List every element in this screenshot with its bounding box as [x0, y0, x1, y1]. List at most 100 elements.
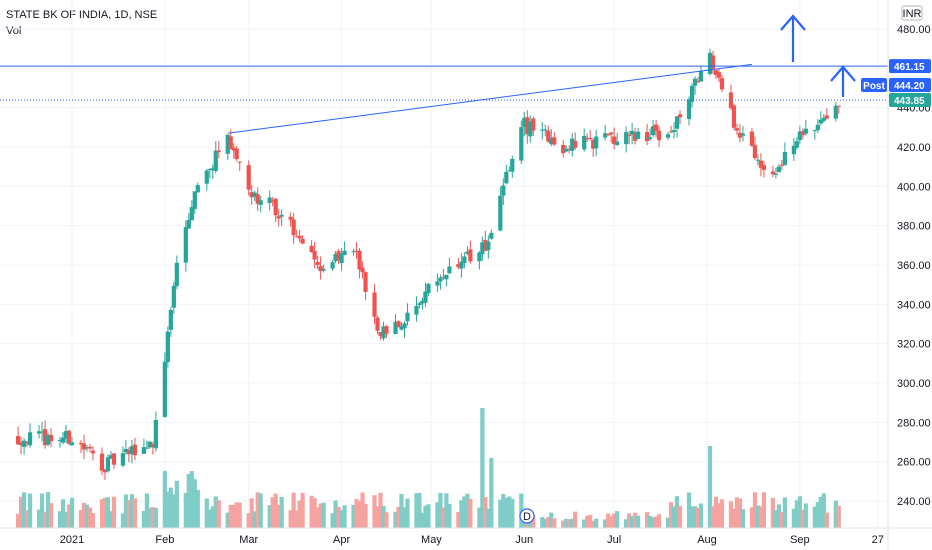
- volume-bar: [567, 519, 572, 528]
- volume-bar: [102, 497, 108, 528]
- volume-bar: [57, 511, 63, 528]
- candle-body: [363, 272, 368, 292]
- volume-bar: [519, 493, 524, 528]
- candle-body: [543, 129, 548, 131]
- candle-body: [153, 420, 158, 449]
- volume-bar: [656, 514, 662, 528]
- candle-body: [360, 267, 365, 273]
- volume-bar: [192, 479, 197, 528]
- volume-bar: [126, 500, 132, 528]
- volume-bar: [737, 498, 743, 528]
- volume-bar: [561, 520, 566, 528]
- volume-bar: [612, 513, 617, 528]
- volume-bar: [105, 497, 111, 528]
- candle-body: [375, 317, 380, 331]
- candle-body: [782, 151, 787, 166]
- candle-body: [716, 72, 722, 78]
- arrow-up-icon[interactable]: [780, 14, 806, 62]
- volume-bar: [375, 506, 380, 528]
- trendline[interactable]: [227, 63, 752, 134]
- candle-body: [650, 126, 656, 136]
- volume-bar: [653, 516, 659, 528]
- candle-body: [489, 232, 494, 239]
- volume-bar: [321, 502, 326, 528]
- candle-body: [318, 266, 323, 272]
- volume-bar: [695, 507, 701, 528]
- volume-bar: [45, 492, 51, 528]
- volume-bar: [21, 492, 27, 528]
- candle-body: [624, 132, 629, 145]
- volume-bar: [60, 499, 66, 528]
- volume-bar: [231, 504, 236, 528]
- volume-bar: [402, 507, 407, 528]
- candle-body: [216, 150, 221, 153]
- candle-body: [779, 164, 784, 166]
- volume-bar: [342, 505, 347, 528]
- candle-body: [24, 441, 30, 444]
- volume-bar: [803, 503, 808, 528]
- candle-body: [606, 134, 611, 136]
- volume-bar: [797, 496, 802, 528]
- candle-body: [665, 134, 671, 138]
- currency-label[interactable]: INR: [903, 8, 922, 20]
- volume-bar: [710, 506, 716, 528]
- volume-bar: [588, 514, 593, 528]
- candles: [15, 48, 841, 480]
- candle-body: [755, 159, 761, 161]
- volume-bar: [546, 516, 551, 528]
- candle-body: [426, 283, 431, 294]
- y-tick-label: 300.00: [897, 378, 931, 390]
- volume-bar: [794, 500, 799, 528]
- volume-bar: [36, 509, 42, 528]
- volume-bar: [39, 493, 45, 528]
- volume-bar: [153, 507, 158, 528]
- candle-body: [552, 137, 557, 145]
- volume-bar: [459, 500, 464, 528]
- price-axis[interactable]: 240.00 260.00 280.00 300.00 320.00 340.00 360.…: [861, 0, 931, 550]
- candle-body: [27, 432, 33, 446]
- arrow-up-icon[interactable]: [830, 65, 856, 97]
- volume-bar: [108, 511, 114, 528]
- price-tag-label: 444.20: [894, 81, 925, 92]
- dividend-marker[interactable]: D: [519, 508, 535, 524]
- candle-body: [321, 268, 326, 271]
- candle-body: [570, 138, 575, 151]
- candle-body: [168, 309, 173, 330]
- candle-body: [776, 166, 781, 173]
- volume-bar: [120, 513, 126, 528]
- candle-body: [791, 145, 796, 155]
- candle-body: [297, 235, 302, 239]
- y-tick-label: 280.00: [897, 417, 931, 429]
- volume-bar: [707, 446, 713, 528]
- volume-bar: [776, 504, 781, 528]
- candle-body: [144, 447, 149, 449]
- candle-body: [653, 124, 659, 132]
- dividend-label: D: [523, 511, 531, 523]
- drawings[interactable]: D: [0, 14, 888, 524]
- volume-bar: [168, 487, 173, 528]
- candle-body: [267, 197, 272, 203]
- candle-body: [794, 141, 799, 148]
- volume-bar: [87, 507, 93, 528]
- volume-bar: [489, 458, 494, 528]
- candle-body: [815, 124, 820, 131]
- post-market-label: Post: [863, 81, 885, 92]
- x-tick-label: Jun: [515, 534, 533, 546]
- volume-bar: [363, 503, 368, 528]
- candle-body: [15, 436, 21, 445]
- volume-bar: [423, 505, 428, 528]
- candle-body: [692, 78, 698, 86]
- candle-body: [740, 133, 746, 136]
- volume-bar: [210, 506, 215, 528]
- candle-body: [573, 140, 578, 148]
- x-tick-label: Mar: [239, 534, 258, 546]
- candle-body: [594, 136, 599, 149]
- symbol-title: STATE BK OF INDIA, 1D, NSE: [6, 9, 158, 21]
- candle-body: [309, 245, 314, 253]
- candle-body: [207, 169, 212, 171]
- time-axis[interactable]: 2021 Feb Mar Apr May Jun Jul Aug Sep 27: [0, 527, 932, 546]
- candle-body: [273, 198, 278, 216]
- price-tag: [889, 78, 931, 92]
- candle-body: [378, 332, 383, 336]
